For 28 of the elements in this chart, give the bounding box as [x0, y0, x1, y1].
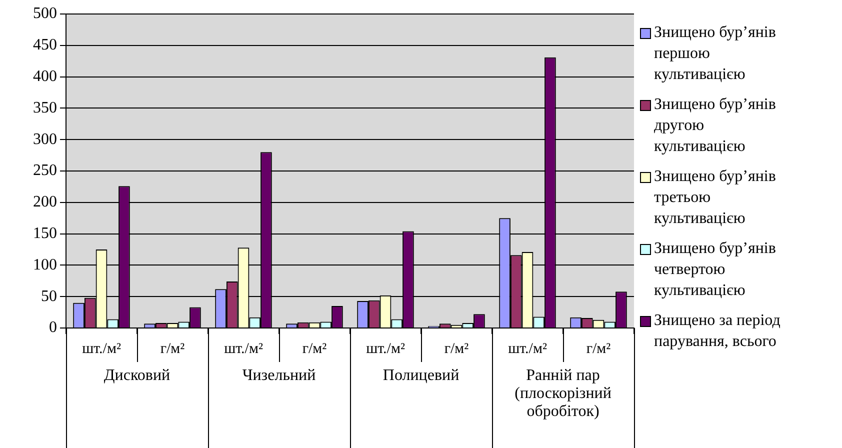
legend-label: Знищено бур’янів третьою культивацією	[654, 167, 777, 229]
x-tick-label: шт./м²	[366, 340, 406, 357]
legend-label: Знищено за період парування, всього	[654, 311, 782, 352]
y-tick-label: 0	[49, 319, 57, 336]
y-tick-label: 150	[33, 225, 57, 242]
x-tick-label: г/м²	[302, 340, 328, 357]
y-tick-label: 500	[33, 5, 57, 22]
text: Дисковий	[104, 367, 171, 384]
y-tick-label: 400	[33, 68, 57, 86]
y-tick-label: 350	[33, 99, 57, 116]
legend-label: Знищено бур’янів першою культивацією	[654, 23, 777, 85]
y-tick-label: 100	[33, 256, 57, 274]
legend-label: Знищено бур’янів четвертою культивацією	[654, 239, 777, 301]
text: Полицевий	[382, 367, 460, 384]
x-tick-label: шт./м²	[508, 340, 548, 357]
y-tick-label: 300	[33, 130, 57, 148]
x-tick-label: г/м²	[586, 340, 612, 357]
x-tick-label: г/м²	[160, 340, 186, 357]
x-tick-label: шт./м²	[82, 340, 122, 357]
legend-label: Знищено бур’янів другою культивацією	[654, 95, 777, 157]
y-tick-label: 200	[33, 194, 57, 211]
x-tick-label: г/м²	[444, 340, 470, 357]
y-tick-label: 50	[41, 288, 57, 305]
y-tick-label: 450	[33, 36, 57, 54]
text: Чизельний	[242, 367, 316, 384]
x-tick-label: шт./м²	[224, 340, 264, 357]
text: Ранній пар (плоскорізний обробіток)	[514, 367, 612, 420]
y-tick-label: 250	[33, 162, 57, 180]
